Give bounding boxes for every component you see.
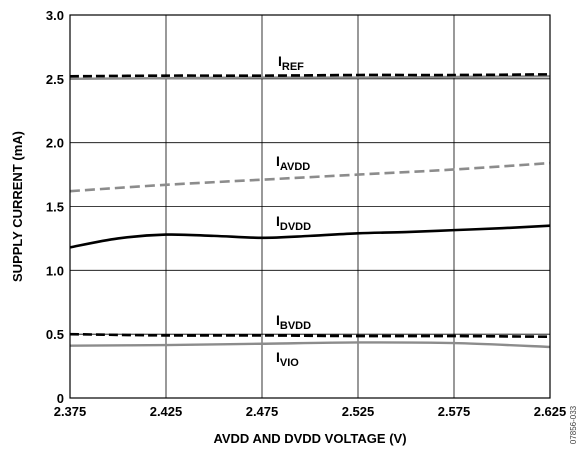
x-tick-labels: 2.375 2.425 2.475 2.525 2.575 2.625 xyxy=(54,404,567,419)
x-tick-label: 2.575 xyxy=(438,404,471,419)
series-label-dvdd: IDVDD xyxy=(276,213,311,233)
x-axis-label: AVDD AND DVDD VOLTAGE (V) xyxy=(213,431,406,446)
x-tick-label: 2.425 xyxy=(150,404,183,419)
series-line-0 xyxy=(69,73,551,78)
series-lines xyxy=(69,73,551,349)
y-tick-label: 2.0 xyxy=(46,136,64,151)
y-tick-label: 0.5 xyxy=(46,327,64,342)
x-tick-label: 2.375 xyxy=(54,404,87,419)
figure-id: 07856-033 xyxy=(569,405,578,444)
x-tick-label: 2.475 xyxy=(246,404,279,419)
y-tick-label: 0 xyxy=(57,391,64,406)
series-label-vio: IVIO xyxy=(276,349,299,369)
y-tick-label: 1.0 xyxy=(46,263,64,278)
series-line-2 xyxy=(69,161,551,193)
series-label-bvdd: IBVDD xyxy=(276,312,311,332)
x-tick-label: 2.625 xyxy=(534,404,567,419)
y-tick-label: 1.5 xyxy=(46,200,64,215)
series-label-avdd: IAVDD xyxy=(276,153,310,173)
series-labels: IREF IAVDD IDVDD IBVDD IVIO xyxy=(276,53,311,369)
plot-frame xyxy=(69,14,551,399)
y-tick-label: 2.5 xyxy=(46,72,64,87)
series-line-4 xyxy=(69,332,551,339)
grid xyxy=(69,14,551,399)
y-axis-label: SUPPLY CURRENT (mA) xyxy=(10,131,25,282)
series-label-ref: IREF xyxy=(278,53,304,73)
series-line-1 xyxy=(69,75,551,81)
y-tick-labels: 0 0.5 1.0 1.5 2.0 2.5 3.0 xyxy=(46,8,64,406)
series-line-3 xyxy=(69,224,551,249)
x-tick-label: 2.525 xyxy=(342,404,375,419)
y-tick-label: 3.0 xyxy=(46,8,64,23)
series-line-5 xyxy=(69,341,551,349)
